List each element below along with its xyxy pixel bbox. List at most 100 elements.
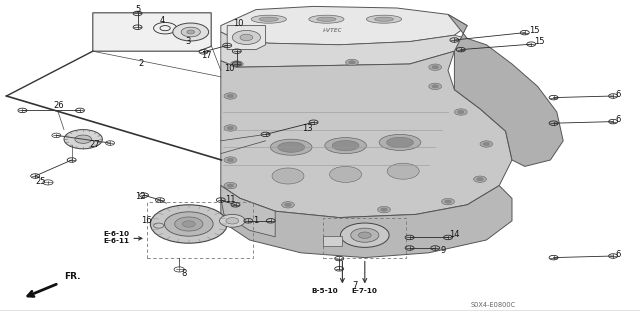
- Circle shape: [182, 221, 195, 227]
- Circle shape: [458, 110, 464, 114]
- Circle shape: [227, 184, 234, 187]
- Circle shape: [187, 30, 195, 34]
- Ellipse shape: [325, 138, 367, 154]
- Polygon shape: [221, 186, 275, 237]
- Circle shape: [64, 130, 102, 149]
- Text: 16: 16: [141, 216, 151, 225]
- Circle shape: [358, 232, 371, 238]
- Circle shape: [346, 59, 358, 66]
- Text: 10: 10: [224, 64, 234, 73]
- Circle shape: [432, 66, 438, 69]
- Circle shape: [175, 217, 203, 231]
- Circle shape: [226, 218, 239, 224]
- Circle shape: [480, 141, 493, 147]
- Text: 6: 6: [615, 116, 620, 124]
- Circle shape: [150, 205, 227, 243]
- Circle shape: [381, 208, 387, 211]
- Circle shape: [351, 228, 379, 242]
- Text: 26: 26: [54, 101, 64, 110]
- Bar: [323, 218, 406, 258]
- Circle shape: [282, 202, 294, 208]
- Circle shape: [240, 34, 253, 41]
- Circle shape: [234, 62, 240, 66]
- Text: 7: 7: [352, 281, 357, 290]
- Ellipse shape: [259, 17, 278, 21]
- Text: E-7-10: E-7-10: [352, 288, 378, 294]
- Circle shape: [224, 125, 237, 131]
- Polygon shape: [227, 26, 266, 50]
- Ellipse shape: [332, 140, 359, 151]
- Circle shape: [483, 142, 490, 146]
- Circle shape: [474, 176, 486, 182]
- Text: S0X4-E0800C: S0X4-E0800C: [470, 302, 516, 308]
- Circle shape: [227, 158, 234, 162]
- Ellipse shape: [366, 15, 402, 23]
- Circle shape: [429, 83, 442, 90]
- Text: 13: 13: [302, 124, 312, 133]
- Circle shape: [220, 214, 245, 227]
- Polygon shape: [93, 13, 211, 51]
- Text: 25: 25: [35, 177, 45, 186]
- Ellipse shape: [278, 142, 305, 152]
- Text: 2: 2: [138, 60, 143, 68]
- Circle shape: [230, 61, 243, 67]
- Circle shape: [173, 23, 209, 41]
- Text: 1: 1: [253, 216, 259, 225]
- Text: 6: 6: [615, 250, 620, 259]
- Text: 12: 12: [136, 192, 146, 201]
- Circle shape: [227, 126, 234, 130]
- Text: 10: 10: [233, 19, 243, 28]
- Text: 3: 3: [185, 37, 190, 46]
- Text: 17: 17: [201, 52, 211, 60]
- Circle shape: [349, 61, 355, 64]
- Circle shape: [224, 93, 237, 99]
- Circle shape: [285, 203, 291, 206]
- Polygon shape: [221, 6, 467, 45]
- Ellipse shape: [387, 137, 413, 148]
- Text: E-6-10: E-6-10: [104, 231, 129, 236]
- Circle shape: [445, 200, 451, 203]
- Ellipse shape: [317, 17, 336, 21]
- Circle shape: [232, 30, 260, 44]
- Circle shape: [432, 85, 438, 88]
- Circle shape: [164, 212, 213, 236]
- Circle shape: [227, 94, 234, 98]
- Polygon shape: [448, 14, 563, 166]
- Polygon shape: [221, 32, 467, 67]
- Circle shape: [429, 64, 442, 70]
- Circle shape: [272, 168, 304, 184]
- Circle shape: [387, 163, 419, 179]
- Text: B-5-10: B-5-10: [312, 288, 339, 294]
- Circle shape: [224, 182, 237, 189]
- Text: 14: 14: [449, 230, 460, 239]
- Bar: [323, 236, 342, 246]
- Text: 11: 11: [225, 195, 236, 204]
- Bar: [147, 202, 253, 258]
- Text: 27: 27: [90, 140, 100, 149]
- Text: 15: 15: [529, 26, 540, 35]
- Circle shape: [340, 223, 389, 247]
- Ellipse shape: [308, 15, 344, 23]
- Circle shape: [330, 166, 362, 182]
- Text: 15: 15: [534, 37, 544, 46]
- Text: 4: 4: [159, 16, 164, 25]
- Circle shape: [181, 27, 200, 37]
- Text: 9: 9: [440, 246, 445, 255]
- Circle shape: [75, 135, 92, 143]
- Circle shape: [378, 206, 390, 213]
- Polygon shape: [221, 51, 512, 218]
- Circle shape: [477, 178, 483, 181]
- Ellipse shape: [374, 17, 394, 21]
- Ellipse shape: [270, 139, 312, 155]
- Text: i-VTEC: i-VTEC: [323, 28, 342, 33]
- Circle shape: [224, 157, 237, 163]
- Ellipse shape: [252, 15, 287, 23]
- Polygon shape: [221, 186, 512, 258]
- Circle shape: [442, 198, 454, 205]
- Text: 5: 5: [135, 5, 140, 14]
- Text: E-6-11: E-6-11: [104, 238, 129, 244]
- Circle shape: [454, 109, 467, 115]
- Text: FR.: FR.: [64, 272, 81, 281]
- Text: 8: 8: [181, 269, 186, 278]
- Text: 6: 6: [615, 90, 620, 99]
